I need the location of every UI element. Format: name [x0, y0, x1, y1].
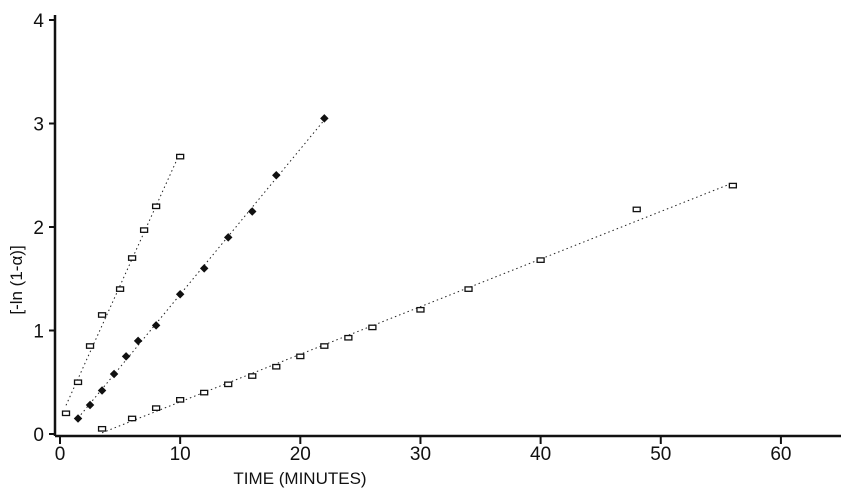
data-points — [61, 114, 738, 432]
data-point-series-2 — [151, 321, 161, 330]
data-point-series-3 — [200, 389, 209, 396]
data-point-series-1 — [61, 410, 71, 417]
data-point-series-3 — [248, 373, 257, 379]
y-axis-title: [-ln (1-α)] — [7, 245, 26, 314]
fit-line-series-1 — [65, 152, 181, 406]
x-tick-label: 60 — [770, 444, 791, 465]
data-point-series-1 — [151, 203, 161, 210]
data-point-series-2 — [97, 386, 107, 395]
y-tick-label: 1 — [33, 322, 44, 343]
data-point-series-3 — [296, 353, 305, 360]
data-point-series-3 — [127, 415, 137, 422]
data-point-series-2 — [175, 290, 185, 299]
data-point-series-2 — [248, 207, 257, 216]
data-point-series-2 — [109, 369, 119, 379]
y-tick-label: 4 — [33, 11, 44, 32]
data-point-series-3 — [97, 425, 107, 432]
data-point-series-2 — [199, 264, 209, 273]
data-point-series-3 — [272, 363, 281, 370]
data-point-series-3 — [224, 381, 233, 388]
data-point-series-3 — [176, 396, 185, 403]
fit-line-series-2 — [77, 119, 325, 419]
data-point-series-1 — [97, 312, 107, 318]
x-tick-label: 20 — [290, 444, 311, 465]
fit-lines — [65, 119, 734, 434]
data-point-series-3 — [344, 334, 353, 341]
data-point-series-2 — [73, 414, 83, 423]
data-point-series-3 — [416, 306, 425, 313]
x-tick-label: 10 — [170, 444, 191, 465]
x-tick-label: 30 — [410, 444, 431, 465]
data-point-series-2 — [320, 114, 329, 123]
x-tick-label: 50 — [650, 444, 671, 465]
axes — [53, 15, 841, 438]
data-point-series-2 — [272, 171, 281, 180]
data-point-series-2 — [85, 400, 95, 410]
data-point-series-2 — [133, 336, 143, 346]
ticks: 0 10 20 30 40 50 60 0 1 2 3 4 — [33, 11, 791, 465]
data-point-series-3 — [151, 405, 161, 411]
data-point-series-1 — [115, 286, 125, 292]
y-tick-label: 2 — [33, 218, 44, 239]
data-point-series-1 — [176, 153, 185, 160]
y-tick-label: 3 — [33, 115, 44, 136]
x-tick-label: 0 — [55, 444, 66, 465]
data-point-series-1 — [73, 379, 83, 386]
data-point-series-1 — [85, 343, 95, 349]
data-point-series-3 — [464, 286, 473, 292]
data-point-series-2 — [121, 352, 131, 361]
data-point-series-1 — [127, 255, 137, 261]
data-point-series-3 — [368, 324, 377, 331]
y-tick-label: 0 — [33, 425, 44, 446]
data-point-series-3 — [728, 182, 738, 189]
data-point-series-3 — [536, 257, 545, 263]
x-axis-title: TIME (MINUTES) — [233, 469, 366, 488]
data-point-series-3 — [632, 206, 641, 213]
data-point-series-1 — [139, 227, 149, 233]
data-point-series-3 — [320, 343, 329, 349]
data-point-series-2 — [223, 233, 233, 242]
x-tick-label: 40 — [530, 444, 551, 465]
